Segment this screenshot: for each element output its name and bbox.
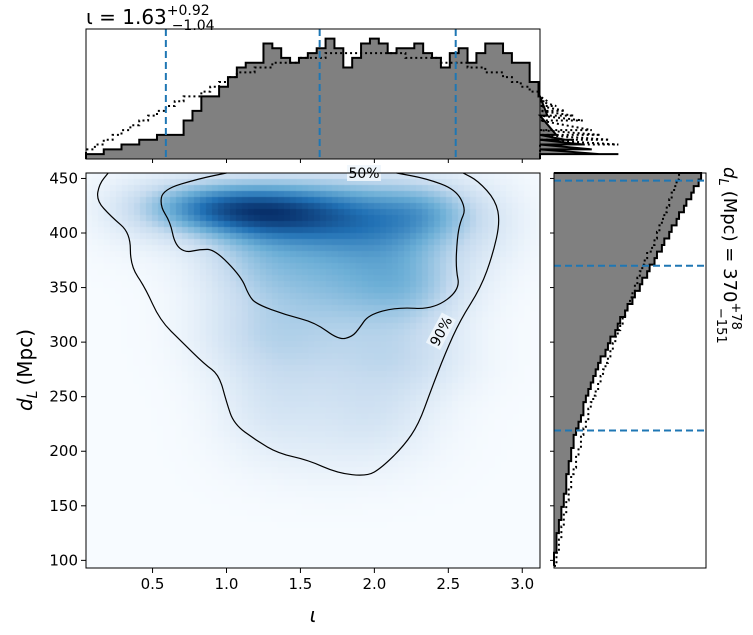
right-posterior-fill — [554, 173, 702, 566]
y-tick-label: 300 — [49, 333, 78, 351]
top-histogram-title: ι = 1.63+0.92 −1.04 — [86, 3, 215, 34]
top-histogram-panel — [85, 28, 619, 163]
right-histogram-panel — [550, 172, 707, 569]
x-tick-label: 0.5 — [141, 575, 165, 593]
x-axis-label: ι — [310, 603, 317, 627]
y-tick-label: 350 — [49, 279, 78, 297]
main-panel: 50%90%0.5 1.0 1.5 2.0 2.5 3.01001502002503003… — [49, 165, 541, 593]
y-tick-label: 250 — [49, 388, 78, 406]
x-tick-label: 3.0 — [510, 575, 534, 593]
y-tick-label: 450 — [49, 169, 78, 187]
right-frame — [553, 172, 707, 569]
top-posterior-line — [85, 37, 619, 159]
right-posterior-line — [553, 172, 703, 566]
density-heatmap — [86, 173, 540, 568]
top-frame — [85, 28, 541, 160]
contour-label-bg-1 — [425, 312, 456, 350]
x-tick-label: 2.5 — [436, 575, 460, 593]
right-histogram-title: dL(Mpc) = 370+78−151 — [713, 167, 743, 344]
y-tick-label: 150 — [49, 497, 78, 515]
x-tick-label: 2.0 — [362, 575, 386, 593]
contour-line-1 — [96, 172, 500, 476]
y-tick-label: 200 — [49, 442, 78, 460]
main-frame — [85, 172, 541, 569]
y-tick-label: 100 — [49, 551, 78, 569]
y-axis-label: dL(Mpc) — [13, 329, 41, 411]
y-tick-label: 400 — [49, 224, 78, 242]
x-tick-label: 1.5 — [289, 575, 313, 593]
contour-label-0: 50% — [348, 166, 379, 182]
x-tick-label: 1.0 — [215, 575, 239, 593]
contour-line-0 — [160, 172, 465, 340]
